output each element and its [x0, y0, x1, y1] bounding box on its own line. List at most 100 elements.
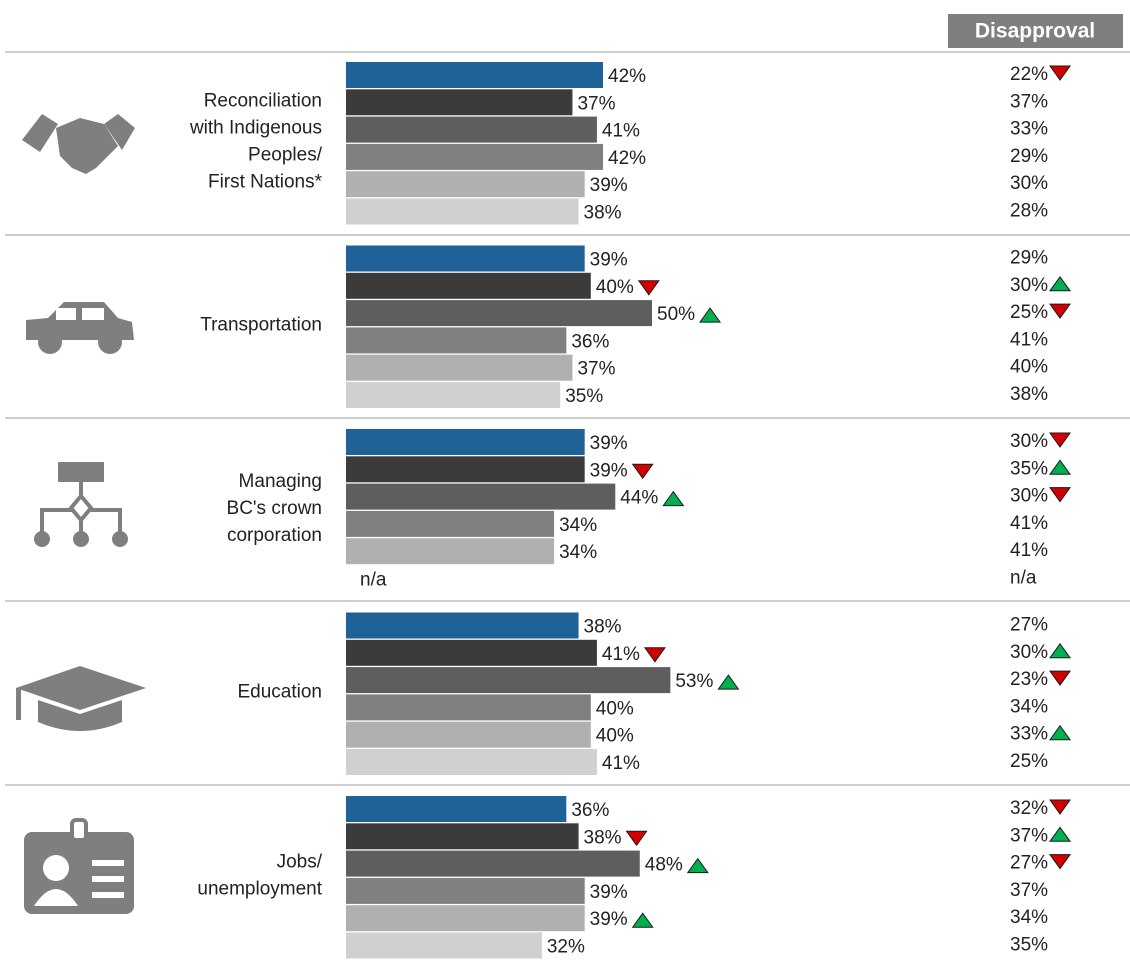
bar: [346, 327, 567, 354]
down-arrow: [1049, 854, 1072, 870]
disapproval-label: 29%: [1010, 146, 1048, 167]
disapproval-label: 30%: [1010, 642, 1048, 663]
bar: [346, 796, 567, 822]
disapproval-label: 33%: [1010, 724, 1048, 745]
disapproval-label: 25%: [1010, 751, 1048, 772]
value-label: 36%: [571, 331, 609, 352]
bar: [346, 171, 585, 198]
disapproval-label: 37%: [1010, 91, 1048, 112]
graduation-cap-icon: [16, 666, 146, 731]
value-label: 53%: [675, 671, 713, 692]
value-label: 39%: [590, 250, 628, 271]
disapproval-label: 30%: [1010, 486, 1048, 507]
bar: [346, 483, 616, 510]
disapproval-label: 28%: [1010, 201, 1048, 222]
value-label: 48%: [645, 855, 683, 876]
category-label: Managing: [239, 471, 322, 492]
value-label: 36%: [571, 800, 609, 821]
value-label: 39%: [590, 175, 628, 196]
value-label: 42%: [608, 148, 646, 169]
disapproval-label: 29%: [1010, 248, 1048, 269]
disapproval-label: 30%: [1010, 431, 1048, 452]
disapproval-label: 38%: [1010, 384, 1048, 405]
up-arrow: [1049, 275, 1072, 292]
icons: [16, 114, 146, 914]
up-arrow: [699, 307, 722, 323]
category-label: BC's crown: [227, 498, 322, 519]
category-label: with Indigenous: [189, 118, 322, 139]
value-label: 41%: [602, 753, 640, 774]
handshake-icon: [22, 114, 135, 174]
bar: [346, 823, 579, 850]
bar: [346, 510, 555, 537]
value-label: 42%: [608, 66, 646, 87]
category-label: corporation: [227, 525, 322, 546]
value-label: 40%: [596, 726, 634, 747]
disapproval-label: 35%: [1010, 935, 1048, 956]
value-label: 41%: [602, 644, 640, 665]
disapproval-label: 35%: [1010, 458, 1048, 479]
bar: [346, 850, 640, 877]
bar: [346, 639, 597, 666]
bar: [346, 538, 555, 565]
value-label: 37%: [577, 93, 615, 114]
bar: [346, 89, 573, 116]
bar: [346, 749, 597, 775]
value-label: 39%: [590, 909, 628, 930]
disapproval-label: 40%: [1010, 357, 1048, 378]
header-box: [948, 14, 1123, 48]
up-arrow: [1049, 724, 1072, 741]
disapproval-label: 27%: [1010, 853, 1048, 874]
car-icon: [26, 302, 134, 354]
value-label: 39%: [590, 433, 628, 454]
down-arrow: [1049, 432, 1072, 448]
bar: [346, 300, 652, 327]
disapproval-label: 30%: [1010, 275, 1048, 296]
bar: [346, 456, 585, 483]
value-label: 34%: [559, 542, 597, 563]
value-label: 32%: [547, 937, 585, 958]
up-arrow: [686, 857, 709, 874]
disapproval-header: Disapproval: [975, 20, 1095, 43]
bar: [346, 198, 579, 225]
disapproval-label: 33%: [1010, 119, 1048, 140]
up-arrow: [1049, 642, 1072, 659]
bar: [346, 272, 591, 299]
down-arrow: [637, 280, 660, 296]
bar: [346, 116, 597, 143]
bar: [346, 429, 585, 455]
value-label: 38%: [584, 617, 622, 638]
down-arrow: [1049, 65, 1072, 81]
up-arrow: [1049, 826, 1072, 842]
down-arrow: [643, 647, 666, 663]
disapproval-label: 22%: [1010, 64, 1048, 85]
disapproval-label: 41%: [1010, 329, 1048, 350]
disapproval-label: 23%: [1010, 669, 1048, 690]
down-arrow: [1049, 799, 1072, 815]
bar: [346, 721, 591, 748]
bar: [346, 905, 585, 932]
bar: [346, 354, 573, 381]
bar: [346, 932, 542, 959]
value-label: 39%: [590, 882, 628, 903]
disapproval-label: 32%: [1010, 798, 1048, 819]
disapproval-label: 37%: [1010, 880, 1048, 901]
down-arrow: [631, 463, 654, 480]
bar: [346, 694, 591, 721]
id-card-icon: [24, 818, 134, 914]
up-arrow: [631, 912, 654, 928]
bar: [346, 382, 561, 408]
down-arrow: [1049, 670, 1072, 686]
disapproval-label: 30%: [1010, 173, 1048, 194]
value-label: n/a: [360, 570, 387, 591]
category-label: First Nations*: [208, 172, 323, 193]
disapproval-label: 41%: [1010, 513, 1048, 534]
value-label: 39%: [590, 460, 628, 481]
category-label: Transportation: [200, 315, 322, 336]
value-label: 50%: [657, 304, 695, 325]
bar: [346, 143, 604, 170]
up-arrow: [1049, 459, 1072, 475]
disapproval-label: 41%: [1010, 540, 1048, 561]
up-arrow: [662, 490, 685, 507]
